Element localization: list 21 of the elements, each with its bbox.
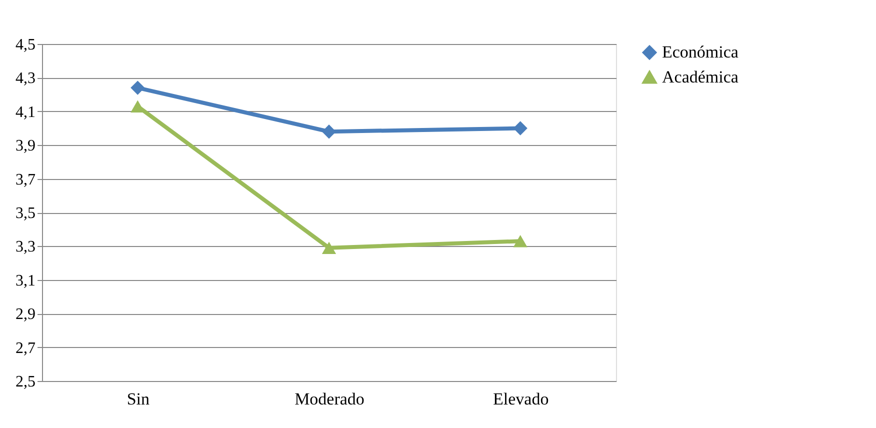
- y-tick-label: 4,5: [16, 36, 36, 54]
- y-tick-label: 3,7: [16, 171, 36, 188]
- y-tick-label: 3,1: [16, 272, 36, 290]
- x-tick-label: Moderado: [294, 390, 364, 408]
- y-tick-label: 2,5: [16, 374, 36, 390]
- legend-label: Académica: [662, 68, 739, 86]
- x-tick-label: Sin: [126, 390, 150, 408]
- point: [130, 80, 145, 95]
- x-tick-label: Elevado: [492, 390, 549, 408]
- y-tick-label: 3,5: [16, 205, 36, 222]
- point: [513, 235, 528, 248]
- point: [513, 121, 528, 136]
- legend-label: Económica: [662, 42, 739, 62]
- point: [322, 242, 336, 254]
- y-tick-label: 2,9: [16, 306, 36, 324]
- y-tick-label: 3,3: [16, 238, 36, 256]
- point: [322, 124, 336, 139]
- y-tick-label: 4,1: [16, 104, 36, 121]
- y-tick-label: 2,7: [16, 340, 36, 357]
- y-tick-label: 4,3: [16, 70, 36, 88]
- y-tick-label: 3,9: [16, 138, 36, 155]
